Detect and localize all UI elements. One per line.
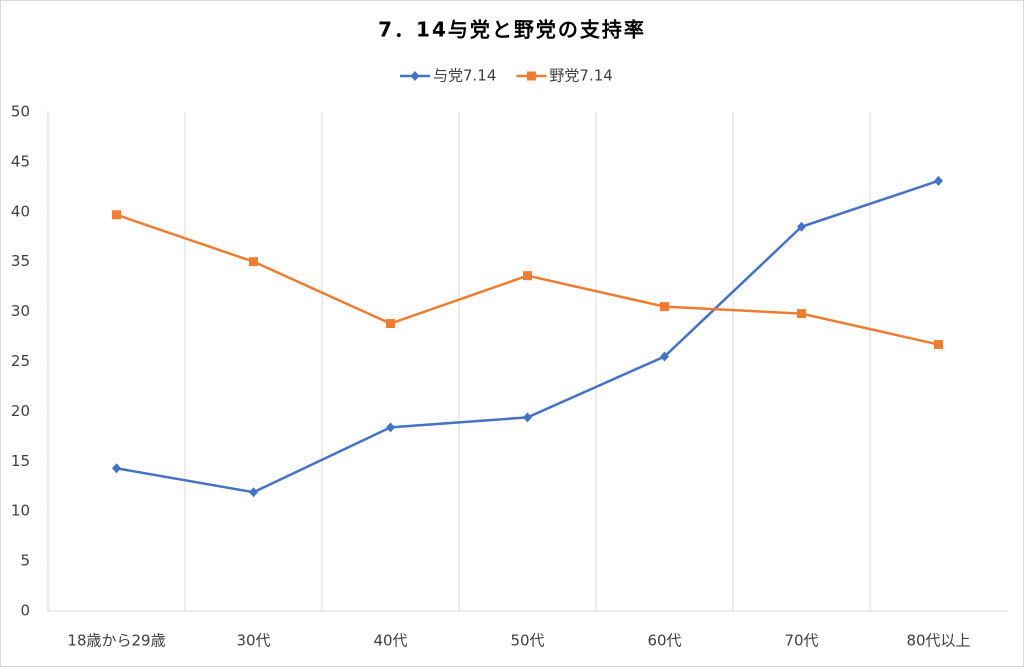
x-tick-label: 40代 — [373, 632, 407, 650]
y-tick-label: 5 — [20, 552, 30, 570]
x-tick-label: 60代 — [647, 632, 681, 650]
y-tick-label: 15 — [11, 452, 30, 470]
data-point — [934, 340, 943, 350]
x-tick-label: 80代以上 — [906, 632, 970, 650]
y-tick-label: 25 — [11, 352, 30, 370]
data-point — [112, 210, 121, 220]
y-tick-label: 0 — [20, 602, 30, 620]
legend-label: 野党7.14 — [549, 67, 612, 85]
data-point — [523, 412, 532, 423]
data-point — [523, 271, 532, 281]
data-point — [112, 463, 121, 474]
y-tick-label: 30 — [11, 302, 30, 320]
y-tick-label: 35 — [11, 252, 30, 270]
chart-title: 7．14与党と野党の支持率 — [378, 18, 646, 42]
y-tick-label: 45 — [11, 152, 30, 170]
data-point — [660, 302, 669, 312]
data-point — [660, 351, 669, 362]
legend-marker — [410, 71, 420, 81]
data-point — [797, 309, 806, 319]
legend-marker — [526, 71, 536, 81]
y-tick-label: 10 — [11, 502, 30, 520]
data-point — [934, 175, 943, 186]
y-tick-label: 40 — [11, 202, 30, 220]
y-tick-label: 20 — [11, 402, 30, 420]
x-tick-label: 70代 — [784, 632, 818, 650]
data-point — [386, 422, 395, 433]
x-tick-label: 50代 — [510, 632, 544, 650]
data-point — [249, 487, 258, 498]
y-tick-label: 50 — [11, 103, 30, 121]
data-point — [249, 257, 258, 267]
data-point — [386, 319, 395, 329]
legend-label: 与党7.14 — [433, 67, 496, 85]
x-tick-label: 30代 — [236, 632, 270, 650]
data-point — [797, 221, 806, 232]
x-tick-label: 18歳から29歳 — [67, 632, 165, 650]
